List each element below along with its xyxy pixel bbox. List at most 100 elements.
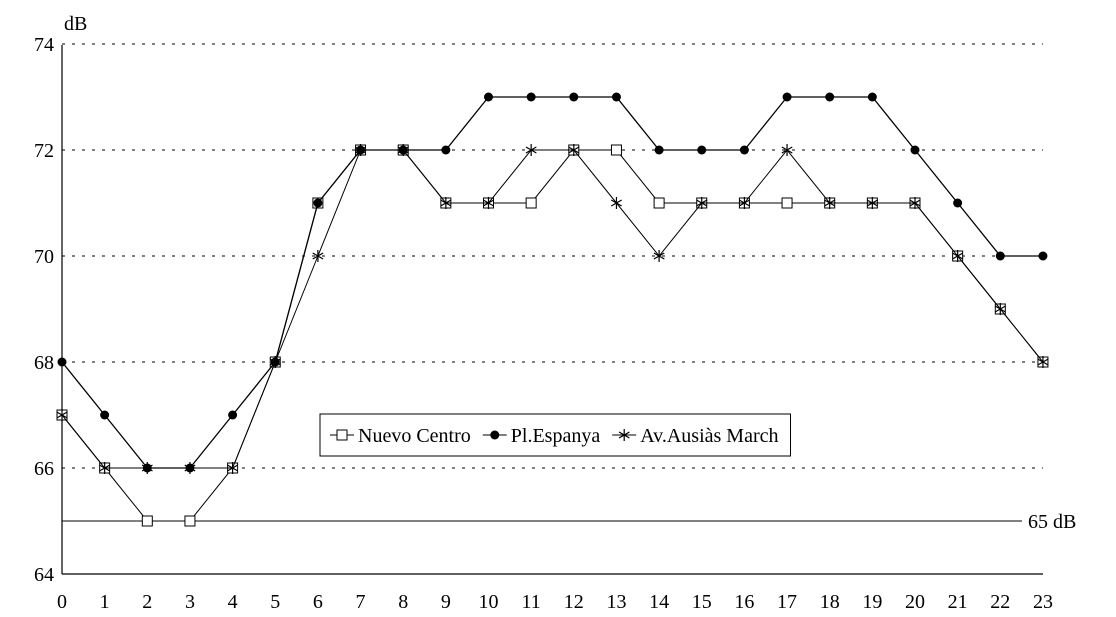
x-tick-label: 14 — [649, 591, 669, 613]
data-point — [57, 357, 67, 367]
data-point — [610, 197, 622, 209]
x-tick-label: 15 — [692, 591, 712, 613]
legend-marker — [490, 430, 500, 440]
grid-lines — [62, 43, 1043, 469]
data-point — [141, 462, 153, 474]
data-point — [1038, 251, 1048, 261]
data-point — [141, 515, 153, 527]
x-tick-label: 11 — [522, 591, 541, 613]
data-point — [228, 410, 238, 420]
data-point — [825, 92, 835, 102]
data-point — [697, 145, 707, 155]
x-tick-label: 19 — [862, 591, 882, 613]
data-point — [56, 409, 68, 421]
data-point — [909, 197, 921, 209]
data-point — [184, 515, 196, 527]
data-point — [654, 145, 664, 155]
data-point — [739, 145, 749, 155]
legend-box — [319, 413, 792, 457]
x-tick-label: 20 — [905, 591, 925, 613]
data-point — [782, 92, 792, 102]
legend-marker — [336, 429, 348, 441]
y-tick-label: 72 — [34, 140, 54, 162]
data-point — [440, 197, 452, 209]
x-tick-label: 13 — [606, 591, 626, 613]
data-point — [100, 410, 110, 420]
x-tick-label: 12 — [564, 591, 584, 613]
x-tick-label: 6 — [313, 591, 323, 613]
y-tick-label: 68 — [34, 352, 54, 374]
data-point — [696, 197, 708, 209]
data-point — [824, 197, 836, 209]
y-tick-label: 66 — [34, 458, 54, 480]
axes — [61, 45, 1043, 575]
data-point — [312, 250, 324, 262]
data-point — [781, 197, 793, 209]
series-line — [61, 149, 1044, 469]
data-point — [184, 462, 196, 474]
x-tick-labels: 0 1 2 3 4 5 6 7 8 9 10 11 12 13 14 15 16 17 18 19 20 21 22 23 — [57, 591, 1053, 613]
data-point — [99, 462, 111, 474]
data-point — [1037, 356, 1049, 368]
y-tick-label: 74 — [34, 34, 54, 56]
data-point — [611, 92, 621, 102]
data-point — [910, 145, 920, 155]
x-tick-label: 0 — [57, 591, 67, 613]
x-tick-label: 1 — [100, 591, 110, 613]
data-point — [397, 144, 409, 156]
x-tick-label: 2 — [142, 591, 152, 613]
data-point — [994, 303, 1006, 315]
legend-label: Nuevo Centro — [358, 425, 471, 447]
x-tick-label: 3 — [185, 591, 195, 613]
series-av-ausias-march — [56, 144, 1049, 474]
data-point — [610, 144, 622, 156]
data-point — [355, 144, 367, 156]
data-point — [526, 92, 536, 102]
x-tick-label: 8 — [398, 591, 408, 613]
x-tick-label: 18 — [820, 591, 840, 613]
data-point — [313, 198, 323, 208]
data-point — [227, 462, 239, 474]
data-point — [269, 356, 281, 368]
x-tick-label: 9 — [441, 591, 451, 613]
data-point — [953, 198, 963, 208]
series-group — [56, 92, 1049, 527]
data-point — [781, 144, 793, 156]
reference-line-group: 65 dB — [62, 511, 1076, 533]
data-point — [483, 197, 494, 209]
data-point — [525, 197, 537, 209]
data-point — [866, 197, 878, 209]
data-point — [525, 144, 537, 156]
series-line — [61, 96, 1043, 469]
data-point — [569, 92, 579, 102]
legend-label: Pl.Espanya — [511, 425, 601, 447]
data-point — [867, 92, 877, 102]
data-point — [484, 92, 493, 102]
x-tick-label: 10 — [479, 591, 499, 613]
x-tick-label: 16 — [734, 591, 754, 613]
y-tick-label: 70 — [34, 246, 54, 268]
y-axis-unit-label: dB — [64, 13, 87, 35]
data-point — [738, 197, 750, 209]
data-point — [653, 197, 665, 209]
reference-line-label: 65 dB — [1028, 511, 1076, 533]
legend-label: Av.Ausiàs March — [640, 425, 778, 447]
data-point — [952, 250, 964, 262]
series-nuevo-centro — [56, 144, 1049, 527]
data-point — [653, 250, 665, 262]
data-point — [995, 251, 1005, 261]
x-tick-label: 4 — [228, 591, 238, 613]
x-tick-label: 7 — [356, 591, 366, 613]
data-point — [441, 145, 451, 155]
x-tick-label: 22 — [990, 591, 1010, 613]
x-tick-label: 23 — [1033, 591, 1053, 613]
x-tick-label: 21 — [948, 591, 968, 613]
legend: Nuevo Centro Pl.Espanya Av.Ausiàs March — [319, 413, 792, 457]
series-line — [61, 149, 1044, 522]
y-tick-labels: 64 66 68 70 72 74 — [34, 34, 54, 586]
data-point — [568, 144, 580, 156]
y-tick-label: 64 — [34, 564, 54, 586]
legend-marker — [618, 429, 630, 441]
x-tick-label: 17 — [777, 591, 797, 613]
